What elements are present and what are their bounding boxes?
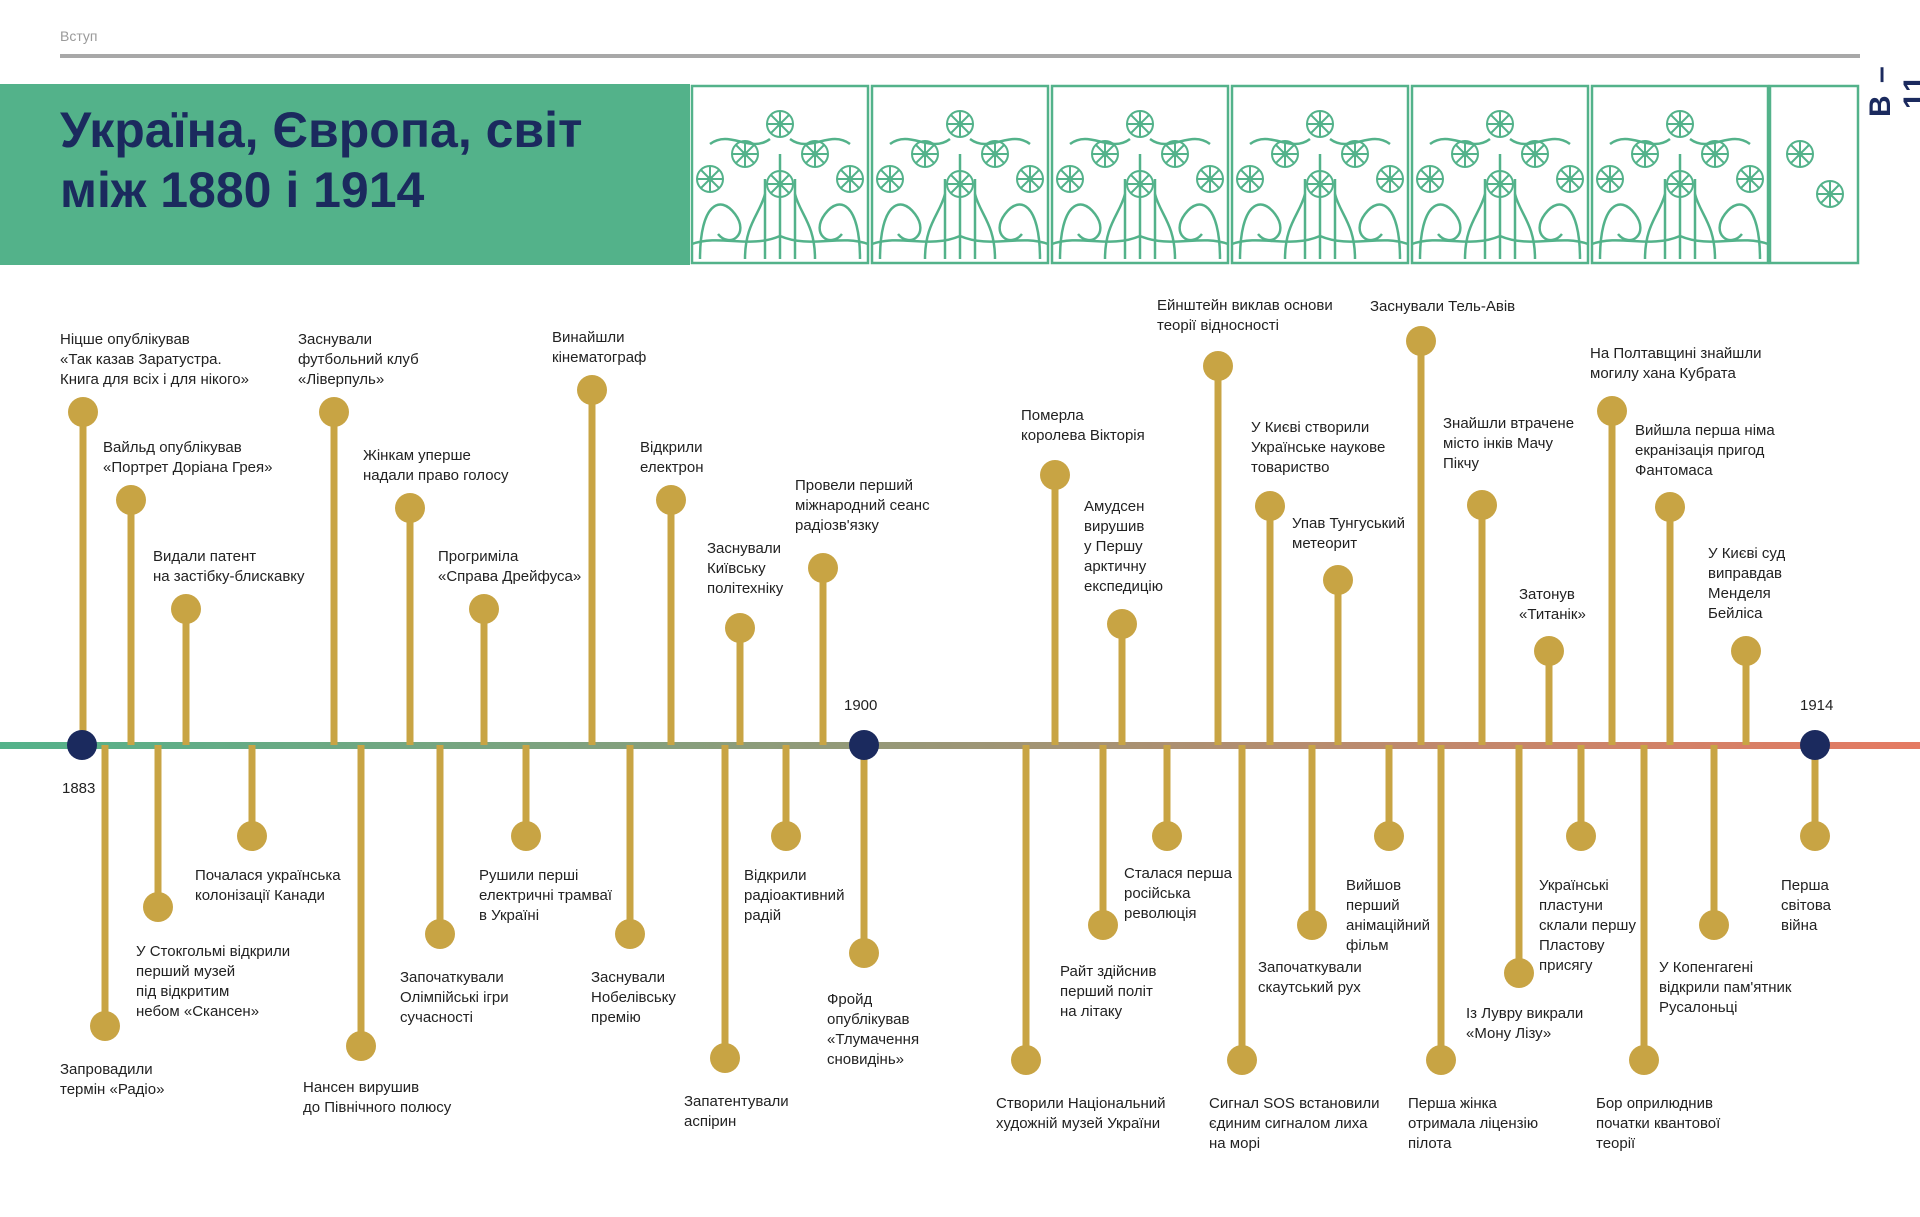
year-label-1883: 1883 bbox=[62, 780, 96, 797]
event-dot-above-16 bbox=[1467, 490, 1497, 520]
event-dot-below-17 bbox=[1504, 958, 1534, 988]
event-label-above-1: Вайльд опублікував «Портрет Доріана Грея… bbox=[103, 439, 273, 476]
art-nouveau-ornament bbox=[690, 84, 1860, 265]
event-label-above-6: Винайшли кінематограф bbox=[552, 329, 647, 366]
event-label-below-1: У Стокгольмі відкрили перший музей під в… bbox=[136, 943, 291, 1020]
event-label-below-12: Сталася перша російська революція bbox=[1124, 865, 1232, 922]
event-dot-above-18 bbox=[1597, 396, 1627, 426]
event-label-above-15: Заснували Тель-Авів bbox=[1370, 298, 1516, 315]
event-label-below-9: Фройд опублікував «Тлумачення сновидінь» bbox=[827, 991, 920, 1068]
event-dot-below-18 bbox=[1566, 821, 1596, 851]
event-dot-below-0 bbox=[90, 1011, 120, 1041]
event-dot-above-13 bbox=[1255, 491, 1285, 521]
event-dot-above-17 bbox=[1534, 636, 1564, 666]
event-label-below-18: Українські пластуни склали першу Пластов… bbox=[1539, 877, 1636, 974]
year-node-1900 bbox=[849, 730, 879, 760]
event-dot-below-16 bbox=[1426, 1045, 1456, 1075]
event-dot-above-2 bbox=[171, 594, 201, 624]
event-label-above-5: Прогриміла «Справа Дрейфуса» bbox=[438, 548, 582, 585]
event-dot-above-7 bbox=[656, 485, 686, 515]
year-label-1900: 1900 bbox=[844, 697, 878, 714]
year-label-1914: 1914 bbox=[1800, 697, 1834, 714]
event-label-below-13: Сигнал SOS встановили єдиним сигналом ли… bbox=[1209, 1095, 1380, 1152]
event-label-below-5: Рушили перші електричні трамваї в Україн… bbox=[479, 867, 613, 924]
event-label-above-7: Відкрили електрон bbox=[640, 439, 704, 476]
year-node-1914 bbox=[1800, 730, 1830, 760]
event-label-above-19: Вийшла перша німа екранізація пригод Фан… bbox=[1635, 422, 1775, 479]
event-label-above-20: У Києві суд виправдав Менделя Бейліса bbox=[1708, 545, 1786, 622]
event-dot-below-14 bbox=[1297, 910, 1327, 940]
event-dot-above-8 bbox=[725, 613, 755, 643]
event-label-below-8: Відкрили радіоактивний радій bbox=[744, 867, 845, 924]
event-dot-below-8 bbox=[771, 821, 801, 851]
event-dot-above-4 bbox=[395, 493, 425, 523]
event-dot-below-7 bbox=[710, 1043, 740, 1073]
event-dot-below-5 bbox=[511, 821, 541, 851]
event-dot-below-4 bbox=[425, 919, 455, 949]
event-dot-above-6 bbox=[577, 375, 607, 405]
year-node-1883 bbox=[67, 730, 97, 760]
event-label-above-11: Амудсен вирушив у Першу арктичну експеди… bbox=[1084, 498, 1164, 595]
event-dot-below-1 bbox=[143, 892, 173, 922]
event-label-below-14: Започаткували скаутський рух bbox=[1258, 959, 1362, 996]
event-dot-below-6 bbox=[615, 919, 645, 949]
event-dot-above-19 bbox=[1655, 492, 1685, 522]
event-label-below-3: Нансен вирушив до Північного полюсу bbox=[303, 1079, 452, 1116]
event-label-above-8: Заснували Київську політехніку bbox=[707, 540, 784, 597]
event-label-above-18: На Полтавщині знайшли могилу хана Кубрат… bbox=[1590, 345, 1762, 382]
event-dot-below-12 bbox=[1152, 821, 1182, 851]
event-dot-below-20 bbox=[1699, 910, 1729, 940]
event-dot-above-9 bbox=[808, 553, 838, 583]
event-dot-above-1 bbox=[116, 485, 146, 515]
event-dot-below-13 bbox=[1227, 1045, 1257, 1075]
top-divider bbox=[60, 54, 1860, 58]
event-label-below-4: Започаткували Олімпійські ігри сучасност… bbox=[400, 969, 509, 1026]
event-dot-above-5 bbox=[469, 594, 499, 624]
event-dot-below-3 bbox=[346, 1031, 376, 1061]
event-label-below-11: Райт здійснив перший політ на літаку bbox=[1060, 963, 1157, 1020]
event-dot-above-15 bbox=[1406, 326, 1436, 356]
event-label-above-4: Жінкам уперше надали право голосу bbox=[363, 447, 509, 484]
event-label-below-6: Заснували Нобелівську премію bbox=[591, 969, 676, 1026]
event-label-below-10: Створили Національний художній музей Укр… bbox=[996, 1095, 1166, 1132]
event-label-above-10: Померла королева Вікторія bbox=[1021, 407, 1145, 444]
event-dot-below-2 bbox=[237, 821, 267, 851]
event-dot-below-9 bbox=[849, 938, 879, 968]
event-label-below-19: Бор оприлюднив початки квантової теорії bbox=[1596, 1095, 1721, 1152]
page-title: Україна, Європа, світ між 1880 і 1914 bbox=[60, 102, 583, 218]
timeline-axis bbox=[0, 742, 1920, 749]
event-label-below-16: Перша жінка отримала ліцензію пілота bbox=[1408, 1095, 1539, 1152]
event-label-below-20: У Копенгагені відкрили пам'ятник Русалон… bbox=[1659, 959, 1792, 1016]
event-label-below-2: Почалася українська колонізації Канади bbox=[195, 867, 341, 904]
event-label-below-21: Перша світова війна bbox=[1781, 877, 1831, 934]
event-label-above-3: Заснували футбольний клуб «Ліверпуль» bbox=[298, 331, 419, 388]
event-label-above-14: Упав Тунгуський метеорит bbox=[1292, 515, 1405, 552]
event-label-below-7: Запатентували аспірин bbox=[684, 1093, 789, 1130]
event-dot-above-0 bbox=[68, 397, 98, 427]
event-label-below-15: Вийшов перший анімаційний фільм bbox=[1346, 877, 1430, 954]
event-label-above-2: Видали патент на застібку-блискавку bbox=[153, 548, 305, 585]
event-dot-below-11 bbox=[1088, 910, 1118, 940]
event-label-above-12: Ейнштейн виклав основи теорії відносност… bbox=[1157, 297, 1333, 334]
section-label: Вступ bbox=[60, 28, 98, 44]
event-dot-above-3 bbox=[319, 397, 349, 427]
event-label-above-16: Знайшли втрачене місто інків Мачу Пікчу bbox=[1443, 415, 1575, 472]
event-dot-below-15 bbox=[1374, 821, 1404, 851]
event-label-above-0: Ніцше опублікував «Так казав Заратустра.… bbox=[60, 331, 249, 388]
event-dot-above-10 bbox=[1040, 460, 1070, 490]
event-dot-below-10 bbox=[1011, 1045, 1041, 1075]
event-label-below-0: Запровадили термін «Радіо» bbox=[60, 1061, 165, 1098]
event-dot-above-12 bbox=[1203, 351, 1233, 381]
event-dot-below-19 bbox=[1629, 1045, 1659, 1075]
event-label-below-17: Із Лувру викрали «Мону Лізу» bbox=[1466, 1005, 1584, 1042]
event-label-above-17: Затонув «Титанік» bbox=[1519, 586, 1586, 623]
title-band bbox=[0, 84, 690, 265]
event-label-above-13: У Києві створили Українське наукове това… bbox=[1251, 419, 1386, 476]
event-dot-below-21 bbox=[1800, 821, 1830, 851]
event-label-above-9: Провели перший міжнародний сеанс радіозв… bbox=[795, 477, 930, 534]
event-dot-above-20 bbox=[1731, 636, 1761, 666]
event-dot-above-11 bbox=[1107, 609, 1137, 639]
event-dot-above-14 bbox=[1323, 565, 1353, 595]
